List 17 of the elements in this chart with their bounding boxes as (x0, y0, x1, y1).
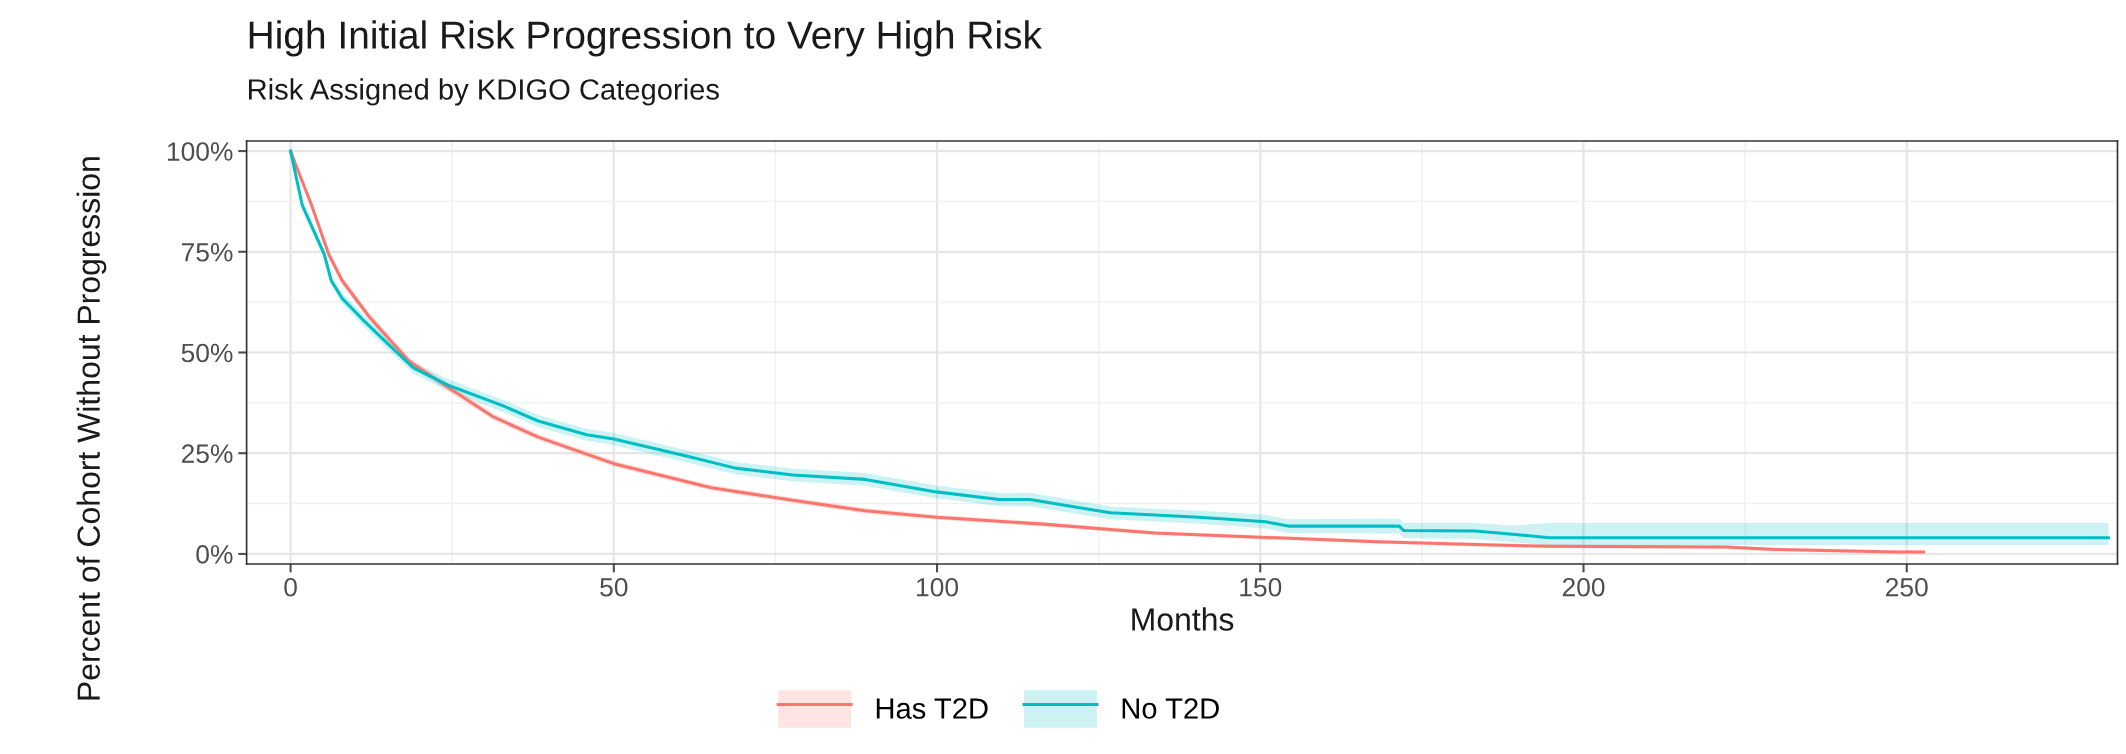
y-tick-label: 100% (167, 142, 233, 161)
x-tick-label: 50 (600, 577, 628, 597)
chart-title: High Initial Risk Progression to Very High Risk (249, 20, 1043, 57)
y-tick-label: 25% (181, 444, 233, 464)
x-tick-label: 200 (1562, 577, 1605, 597)
y-axis-title: Percent of Cohort Without Progression (76, 157, 107, 700)
y-tick-label: 50% (181, 343, 233, 363)
chart-subtitle: Risk Assigned by KDIGO Categories (249, 78, 719, 106)
y-tick-label: 75% (181, 243, 233, 262)
x-tick-label: 100 (917, 577, 959, 597)
x-tick-label: 0 (284, 577, 297, 597)
x-axis-title: Months (1132, 607, 1234, 631)
x-tick-label: 250 (1886, 577, 1928, 597)
x-tick-label: 150 (1240, 577, 1282, 597)
legend-label: Has T2D (876, 698, 988, 719)
legend-label: No T2D (1122, 698, 1219, 719)
y-tick-label: 0% (196, 545, 233, 564)
